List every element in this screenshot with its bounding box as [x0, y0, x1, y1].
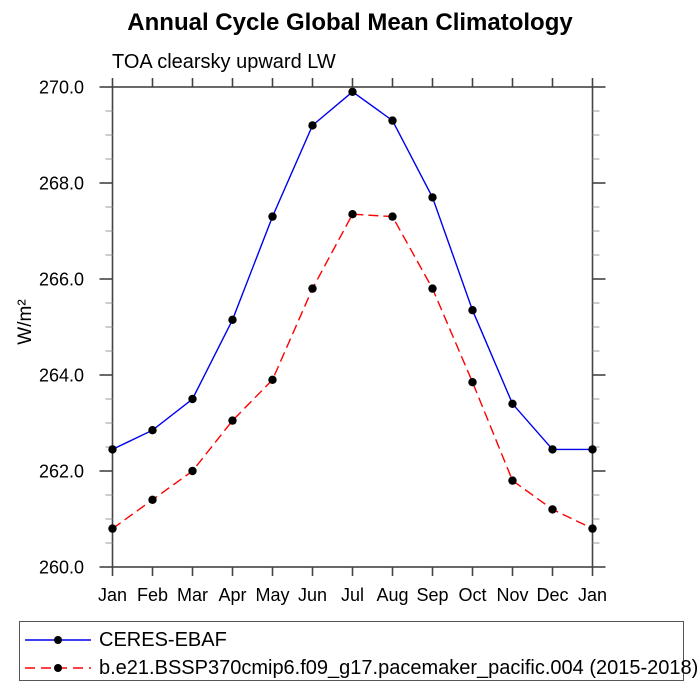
- data-point-marker: [548, 505, 557, 514]
- y-tick-label: 264.0: [39, 366, 84, 386]
- y-tick-label: 268.0: [39, 174, 84, 194]
- data-point-marker: [228, 416, 237, 425]
- data-point-marker: [268, 375, 277, 384]
- y-tick-label: 262.0: [39, 462, 84, 482]
- x-tick-label-month: Jan: [578, 585, 607, 605]
- data-point-marker: [148, 495, 157, 504]
- x-tick-label-month: Apr: [218, 585, 246, 605]
- x-tick-label-month: Dec: [536, 585, 568, 605]
- x-tick-label-month: Oct: [458, 585, 486, 605]
- y-tick-label: 266.0: [39, 270, 84, 290]
- data-point-marker: [308, 284, 317, 293]
- series-1: [108, 210, 597, 533]
- x-tick-label-month: Sep: [416, 585, 448, 605]
- y-tick-label: 270.0: [39, 78, 84, 98]
- data-point-marker: [508, 399, 517, 408]
- data-point-marker: [588, 524, 597, 533]
- y-axis-label: W/m²: [15, 299, 36, 344]
- series-0: [108, 87, 597, 454]
- legend-label-model-run: b.e21.BSSP370cmip6.f09_g17.pacemaker_pac…: [99, 656, 699, 679]
- data-point-marker: [188, 466, 197, 476]
- data-point-marker: [188, 394, 197, 404]
- data-point-marker: [348, 210, 357, 219]
- legend-marker-dot: [54, 636, 62, 644]
- legend-sample-dashed-line: [25, 664, 91, 672]
- legend-item-model-run: b.e21.BSSP370cmip6.f09_g17.pacemaker_pac…: [24, 655, 698, 681]
- data-point-marker: [428, 284, 437, 293]
- chart-title: Annual Cycle Global Mean Climatology: [127, 9, 573, 36]
- data-series: [108, 87, 597, 533]
- legend-marker-dot: [54, 664, 62, 672]
- plot-frame: [111, 86, 594, 568]
- legend-sample-solid-line: [25, 636, 91, 644]
- series-line-dashed: [112, 213, 593, 530]
- x-tick-label-month: Jan: [98, 585, 127, 605]
- data-point-marker: [468, 306, 477, 315]
- chart-subtitle: TOA clearsky upward LW: [112, 51, 336, 73]
- data-point-marker: [388, 212, 397, 221]
- data-point-marker: [348, 87, 357, 97]
- x-tick-label-month: Jun: [298, 585, 327, 605]
- x-tick-label-month: Mar: [177, 585, 208, 605]
- x-tick-label-month: Feb: [137, 585, 168, 605]
- data-point-marker: [108, 445, 117, 454]
- y-tick-label: 260.0: [39, 558, 84, 578]
- series-line-solid: [112, 90, 593, 451]
- x-tick-label-month: Nov: [496, 585, 528, 605]
- x-tick-label-month: Aug: [376, 585, 408, 605]
- legend-label-ceres-ebaf: CERES-EBAF: [99, 628, 227, 651]
- data-point-marker: [428, 193, 437, 202]
- data-point-marker: [148, 426, 157, 435]
- data-point-marker: [468, 378, 477, 387]
- legend-item-ceres-ebaf: CERES-EBAF: [24, 627, 227, 653]
- data-point-marker: [508, 476, 517, 485]
- legend: CERES-EBAF b.e21.BSSP370cmip6.f09_g17.pa…: [19, 621, 698, 681]
- data-point-marker: [548, 445, 557, 454]
- data-point-marker: [308, 121, 317, 130]
- data-point-marker: [108, 524, 117, 533]
- axes: 260.0 262.0 264.0 266.0 268.0 270.0 Jan Feb Mar A…: [39, 78, 607, 606]
- data-point-marker: [588, 445, 597, 454]
- x-tick-label-month: May: [255, 585, 289, 605]
- data-point-marker: [228, 315, 237, 324]
- x-tick-label-month: Jul: [341, 585, 364, 605]
- annual-cycle-chart: Annual Cycle Global Mean Climatology TOA…: [15, 9, 607, 606]
- data-point-marker: [268, 212, 277, 221]
- data-point-marker: [388, 116, 397, 125]
